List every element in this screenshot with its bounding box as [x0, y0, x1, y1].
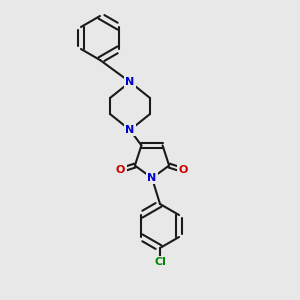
Text: O: O — [116, 165, 125, 175]
Text: N: N — [125, 77, 135, 87]
Text: N: N — [147, 173, 157, 183]
Text: O: O — [179, 165, 188, 175]
Text: N: N — [125, 125, 135, 135]
Text: Cl: Cl — [154, 257, 166, 267]
